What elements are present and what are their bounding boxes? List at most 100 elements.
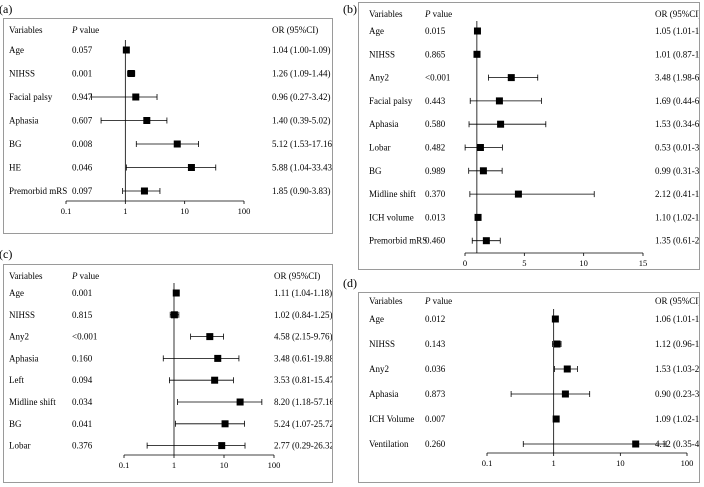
row-p-value: 0.041: [72, 419, 92, 429]
row-or-ci: 1.35 (0.61-2.97): [655, 236, 699, 246]
row-or-ci: 1.04 (1.00-1.09): [272, 45, 331, 55]
x-tick-label: 15: [639, 258, 648, 268]
row-or-ci: 2.12 (0.41-10.89): [655, 189, 699, 199]
row-p-value: 0.160: [72, 353, 93, 363]
row-or-ci: 1.26 (1.09-1.44): [272, 69, 331, 79]
or-marker: [218, 442, 226, 450]
row-or-ci: 0.53 (0.01-3.15): [655, 143, 699, 153]
or-marker: [476, 144, 484, 151]
row-p-value: 0.607: [72, 116, 93, 126]
row-or-ci: 4.12 (0.35-48.52): [655, 439, 699, 449]
row-p-value: 0.460: [425, 236, 446, 246]
or-marker: [514, 190, 522, 198]
row-p-value: 0.034: [72, 397, 93, 407]
row-variable: Facial palsy: [369, 96, 413, 106]
row-or-ci: 1.11 (1.04-1.18): [274, 288, 332, 298]
x-tick-label: 5: [522, 258, 526, 268]
row-or-ci: 3.53 (0.81-15.47): [274, 375, 332, 385]
row-p-value: 0.873: [425, 389, 446, 399]
or-marker: [172, 289, 180, 297]
or-marker: [552, 415, 560, 423]
row-or-ci: 1.40 (0.39-5.02): [272, 116, 331, 126]
row-variable: Any2: [369, 73, 389, 83]
row-variable: Lobar: [9, 441, 31, 451]
or-marker: [473, 50, 481, 58]
or-marker: [214, 354, 222, 362]
forest-plot-c: Variables P value OR (95%CI) Age 0.001 1.11 (…: [9, 271, 337, 470]
row-or-ci: 1.85 (0.90-3.83): [272, 186, 331, 196]
panel-d: Variables P value OR (95%CI) Age 0.012 1.06 (…: [358, 292, 704, 483]
or-marker: [561, 390, 569, 398]
row-or-ci: 3.48 (1.98-6.13): [655, 73, 699, 83]
or-marker: [551, 315, 559, 323]
row-or-ci: 2.77 (0.29-26.32): [274, 441, 332, 451]
panel-b-label: (b): [343, 2, 357, 16]
panel-c-label: (c): [0, 247, 13, 261]
forest-plot-d: Variables P value OR (95%CI) Age 0.012 1.06 (…: [369, 296, 704, 468]
row-variable: Aphasia: [369, 389, 399, 399]
x-tick-label: 100: [238, 206, 251, 216]
row-p-value: 0.001: [72, 288, 92, 298]
x-tick-label: 10: [579, 258, 588, 268]
row-variable: Facial palsy: [9, 92, 53, 102]
row-p-value: 0.057: [72, 45, 93, 55]
row-variable: Any2: [369, 364, 389, 374]
or-marker: [170, 311, 178, 319]
row-p-value: 0.580: [425, 119, 446, 129]
row-p-value: 0.036: [425, 364, 446, 374]
or-marker: [507, 74, 515, 82]
row-variable: Any2: [9, 332, 29, 342]
row-variable: Midline shift: [369, 189, 416, 199]
x-tick-label: 100: [681, 458, 694, 468]
or-marker: [497, 120, 505, 128]
row-variable: BG: [9, 139, 22, 149]
row-variable: NIHSS: [369, 49, 395, 59]
or-marker: [187, 164, 195, 171]
row-or-ci: 5.12 (1.53-17.16): [272, 139, 332, 149]
or-marker: [553, 340, 561, 348]
row-variable: Midline shift: [9, 397, 56, 407]
or-marker: [632, 440, 640, 448]
row-p-value: 0.989: [425, 166, 446, 176]
row-variable: Ventilation: [369, 439, 409, 449]
row-variable: Age: [9, 288, 24, 298]
row-or-ci: 5.88 (1.04-33.43): [272, 163, 332, 173]
panel-d-label: (d): [343, 276, 357, 290]
row-variable: BG: [369, 166, 382, 176]
row-variable: Premorbid mRS: [369, 236, 427, 246]
row-p-value: 0.097: [72, 186, 93, 196]
row-p-value: 0.013: [425, 212, 446, 222]
x-tick-label: 100: [268, 460, 281, 470]
row-or-ci: 1.10 (1.02-1.19): [655, 212, 699, 222]
x-tick-label: 1: [123, 206, 127, 216]
row-p-value: 0.865: [425, 49, 446, 59]
row-p-value: <0.001: [72, 332, 97, 342]
or-marker: [221, 420, 229, 428]
row-or-ci: 1.12 (0.96-1.29): [655, 339, 699, 349]
header-or: OR (95%CI): [655, 9, 699, 19]
row-variable: Aphasia: [369, 119, 399, 129]
row-variable: BG: [9, 419, 22, 429]
panel-b: Variables P value OR (95%CI) Age 0.015 1.05 (…: [358, 2, 704, 270]
row-variable: Premorbid mRS: [9, 186, 67, 196]
row-variable: Age: [369, 314, 384, 324]
row-p-value: 0.012: [425, 314, 445, 324]
row-or-ci: 3.48 (0.61-19.88): [274, 353, 332, 363]
row-variable: NIHSS: [369, 339, 395, 349]
row-p-value: <0.001: [425, 73, 450, 83]
x-tick-label: 1: [172, 460, 176, 470]
row-p-value: 0.443: [425, 96, 446, 106]
row-or-ci: 1.53 (1.03-2.27): [655, 364, 699, 374]
x-tick-label: 10: [616, 458, 625, 468]
row-p-value: 0.947: [72, 92, 93, 102]
or-marker: [143, 117, 151, 124]
header-p-value: P value: [71, 271, 99, 281]
row-variable: ICH volume: [369, 212, 414, 222]
header-variables: Variables: [9, 271, 43, 281]
header-variables: Variables: [369, 9, 403, 19]
header-or: OR (95%CI): [272, 25, 318, 35]
row-or-ci: 8.20 (1.18-57.16): [274, 397, 332, 407]
or-marker: [473, 27, 481, 35]
row-or-ci: 1.09 (1.02-1.16): [655, 414, 699, 424]
x-tick-label: 0: [463, 258, 467, 268]
